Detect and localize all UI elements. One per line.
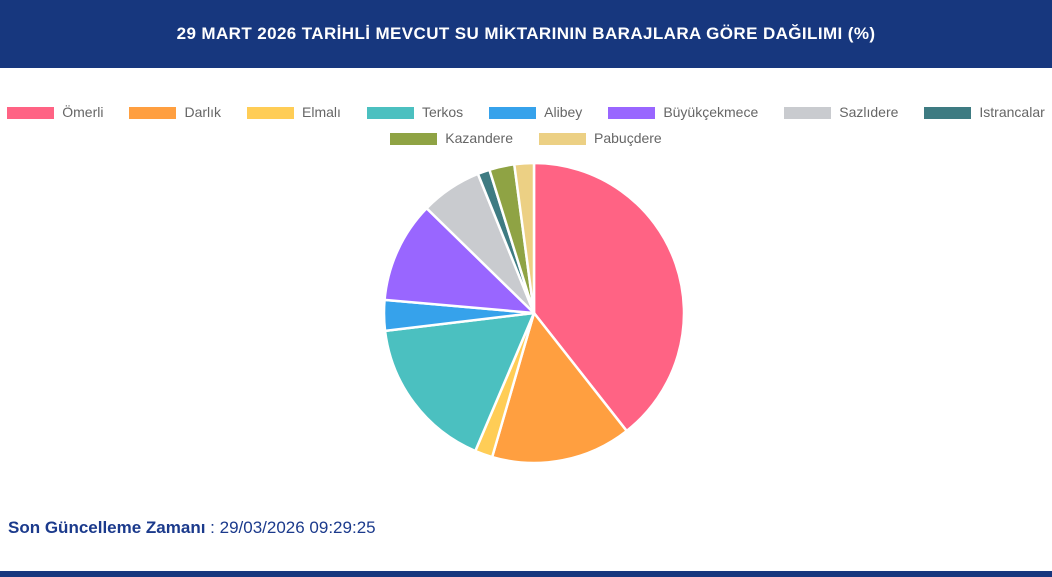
pie-slice-pabucdere[interactable]	[513, 161, 536, 315]
last-update-label: Son Güncelleme Zamanı	[8, 518, 206, 537]
legend-label: Darlık	[184, 104, 222, 120]
legend-item-kazandere[interactable]: Kazandere	[390, 130, 513, 147]
legend-swatch-icon	[7, 106, 55, 119]
legend-item-darlik[interactable]: Darlık	[129, 104, 221, 121]
pie-chart	[382, 161, 686, 465]
legend-swatch-icon	[366, 106, 414, 119]
legend-label: Terkos	[421, 104, 464, 120]
bottom-divider-bar	[0, 571, 1052, 577]
legend-item-terkos[interactable]: Terkos	[366, 104, 464, 121]
legend-item-alibey[interactable]: Alibey	[489, 104, 582, 121]
legend-swatch-icon	[390, 132, 438, 145]
legend-item-pabucdere[interactable]: Pabuçdere	[539, 130, 662, 147]
legend-row-2: Kazandere Pabuçdere	[390, 130, 662, 147]
legend-label: Alibey	[544, 104, 583, 120]
legend-swatch-icon	[247, 106, 295, 119]
legend-swatch-icon	[129, 106, 177, 119]
legend-row-1: Ömerli Darlık Elmalı Terkos Alibey Büyükçekme…	[7, 104, 1045, 121]
legend-swatch-icon	[608, 106, 656, 119]
pie-slice-buyukcekmece[interactable]	[383, 207, 536, 315]
legend-swatch-icon	[924, 106, 972, 119]
legend-label: Sazlıdere	[839, 104, 899, 120]
legend-item-istrancalar[interactable]: Istrancalar	[924, 104, 1045, 121]
legend-swatch-icon	[489, 106, 537, 119]
legend-item-omerli[interactable]: Ömerli	[7, 104, 103, 121]
legend-item-sazlidere[interactable]: Sazlıdere	[784, 104, 898, 121]
legend-label: Kazandere	[445, 130, 513, 146]
page-title: 29 MART 2026 TARİHLİ MEVCUT SU MİKTARINI…	[176, 24, 876, 43]
chart-title-bar: 29 MART 2026 TARİHLİ MEVCUT SU MİKTARINI…	[0, 0, 1052, 68]
chart-legend: Ömerli Darlık Elmalı Terkos Alibey Büyükçekme…	[0, 104, 1052, 147]
legend-item-buyukcekmece[interactable]: Büyükçekmece	[608, 104, 758, 121]
last-update-value: : 29/03/2026 09:29:25	[205, 518, 376, 537]
pie-slice-omerli[interactable]	[532, 161, 686, 433]
legend-swatch-icon	[539, 132, 586, 145]
legend-label: Istrancalar	[979, 104, 1045, 120]
legend-item-elmali[interactable]: Elmalı	[247, 104, 341, 121]
legend-label: Pabuçdere	[594, 130, 662, 146]
legend-label: Elmalı	[302, 104, 341, 120]
legend-label: Büyükçekmece	[663, 104, 759, 120]
legend-label: Ömerli	[62, 104, 104, 120]
last-update: Son Güncelleme Zamanı : 29/03/2026 09:29…	[8, 518, 376, 538]
pie-slice-darlik[interactable]	[490, 311, 628, 465]
legend-swatch-icon	[784, 106, 832, 119]
pie-slice-terkos[interactable]	[383, 311, 536, 453]
